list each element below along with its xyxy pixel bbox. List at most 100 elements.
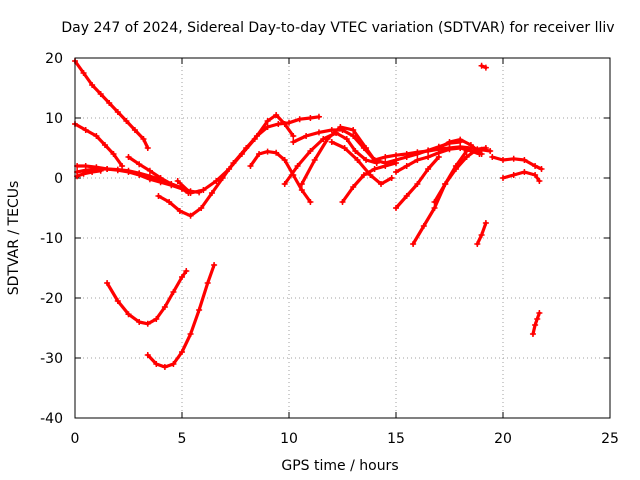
series-track-01	[72, 58, 151, 151]
data-point	[311, 157, 318, 163]
series-trace	[490, 155, 544, 171]
data-point	[425, 166, 432, 172]
data-point	[281, 157, 288, 163]
data-point	[136, 170, 143, 177]
data-point	[80, 70, 87, 76]
data-point	[425, 148, 432, 154]
data-point	[298, 181, 305, 187]
series-track-20	[435, 136, 485, 157]
series-trace	[73, 59, 150, 150]
data-point	[403, 151, 410, 157]
data-point	[89, 169, 96, 175]
series-trace	[73, 122, 124, 168]
series-trace	[501, 170, 542, 183]
data-point	[360, 172, 367, 178]
data-point	[435, 154, 442, 160]
data-point	[253, 133, 260, 139]
y-tick-label: -20	[40, 291, 63, 307]
data-point	[146, 167, 153, 174]
data-point	[410, 241, 417, 247]
chart-title: Day 247 of 2024, Sidereal Day-to-day VTE…	[61, 20, 614, 36]
data-point	[378, 181, 385, 187]
data-point	[463, 148, 470, 154]
data-point	[256, 151, 263, 157]
data-point	[350, 127, 357, 133]
data-point	[425, 154, 432, 160]
data-point	[125, 311, 132, 318]
data-point	[393, 169, 399, 175]
data-point	[290, 133, 297, 139]
data-point	[179, 349, 185, 355]
data-point	[273, 112, 280, 118]
data-point	[467, 142, 474, 148]
data-point	[536, 178, 543, 184]
data-point	[153, 316, 160, 322]
data-point	[446, 139, 453, 145]
data-point	[125, 167, 132, 174]
tick-labels: 0 5 10 15 20 25 -40 -30 -20 -10 0 10 20	[40, 51, 619, 447]
data-point	[204, 280, 211, 286]
data-point	[442, 181, 449, 187]
data-point	[435, 145, 442, 151]
data-point	[328, 139, 335, 145]
data-point	[367, 172, 374, 178]
data-point	[529, 331, 536, 337]
data-point	[273, 149, 280, 156]
data-point	[131, 127, 138, 133]
data-point	[363, 157, 370, 163]
data-point	[414, 181, 421, 187]
data-point	[382, 154, 389, 160]
data-point	[431, 205, 438, 211]
data-point	[307, 148, 314, 154]
series-track-22	[478, 62, 489, 71]
data-point	[403, 163, 410, 169]
data-point	[200, 187, 207, 193]
data-point	[187, 331, 194, 337]
series-track-13	[339, 160, 399, 205]
data-point	[382, 163, 389, 169]
data-point	[307, 115, 314, 121]
x-tick-label: 10	[280, 431, 298, 447]
data-point	[211, 262, 218, 268]
data-point	[80, 170, 87, 177]
data-point	[264, 118, 271, 124]
data-point	[457, 136, 464, 143]
data-point	[350, 133, 357, 139]
data-point	[431, 199, 438, 205]
x-tick-label: 20	[494, 431, 512, 447]
data-point	[343, 136, 350, 142]
data-point	[414, 157, 421, 163]
series-track-21	[474, 220, 489, 247]
series-track-17	[393, 154, 442, 211]
data-point	[482, 220, 489, 226]
data-point	[198, 205, 205, 211]
data-point	[452, 166, 459, 172]
data-point	[324, 136, 331, 142]
series-trace	[340, 161, 398, 204]
data-point	[264, 124, 271, 130]
data-point	[303, 133, 310, 139]
series-track-04	[74, 166, 185, 191]
data-point	[125, 154, 132, 160]
data-point	[500, 175, 506, 181]
y-tick-label: 10	[45, 111, 63, 127]
data-point	[97, 91, 104, 97]
data-point	[532, 172, 539, 178]
data-point	[82, 127, 89, 133]
data-point	[354, 157, 361, 163]
data-point	[286, 119, 292, 126]
data-point	[403, 193, 410, 199]
data-point	[97, 167, 104, 174]
data-point	[328, 127, 335, 133]
data-point	[247, 163, 254, 169]
data-point	[114, 298, 121, 304]
data-point	[474, 241, 481, 247]
data-point	[104, 166, 111, 172]
data-point	[315, 113, 322, 120]
data-point	[290, 139, 297, 145]
data-point	[183, 268, 190, 274]
series-track-08	[155, 113, 322, 219]
y-tick-label: -10	[40, 231, 63, 247]
data-point	[168, 181, 175, 187]
